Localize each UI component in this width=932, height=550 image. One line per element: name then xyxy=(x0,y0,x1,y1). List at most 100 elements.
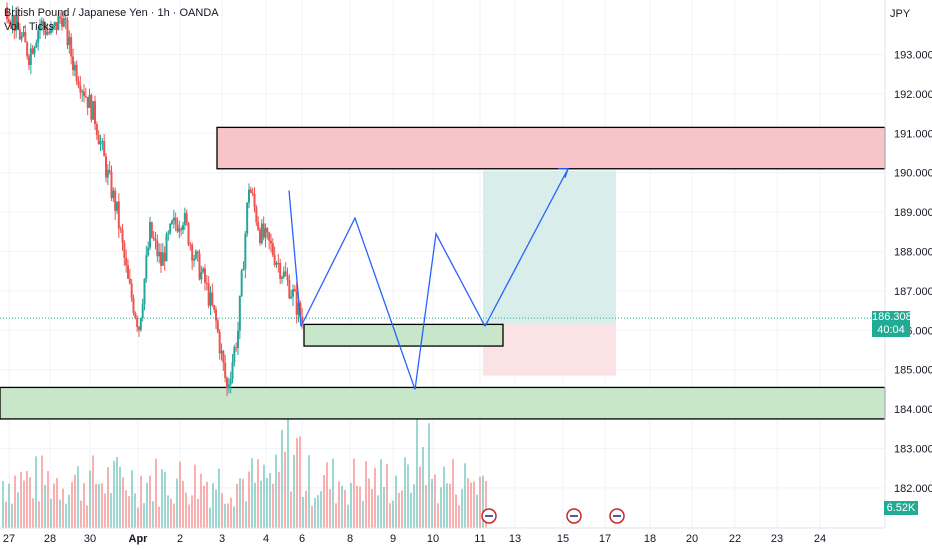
volume-bar xyxy=(167,495,169,528)
volume-bar xyxy=(428,423,430,528)
volume-bar xyxy=(179,461,181,528)
y-tick-label: 192.000 xyxy=(894,89,932,101)
candle-body xyxy=(31,48,34,54)
volume-bar xyxy=(113,460,115,528)
candle-body xyxy=(264,228,267,238)
candle-body xyxy=(106,169,109,178)
candle-body xyxy=(94,101,96,125)
volume-bar xyxy=(290,491,292,528)
candle-body xyxy=(288,279,291,299)
candle-body xyxy=(77,81,80,86)
candle-body xyxy=(202,268,205,272)
volume-bar xyxy=(233,506,235,528)
volume-bar xyxy=(71,482,73,528)
volume-bar xyxy=(281,429,283,528)
volume-bar xyxy=(26,471,28,528)
y-tick-label: 184.000 xyxy=(894,404,932,416)
candle-body xyxy=(216,320,219,332)
candle-body xyxy=(84,96,87,98)
volume-bar xyxy=(140,475,142,528)
y-tick-label: 188.000 xyxy=(894,247,932,259)
zone-supply xyxy=(216,126,886,170)
candle-body xyxy=(18,29,21,40)
volume-bar xyxy=(380,459,382,528)
candle-body xyxy=(55,22,58,31)
volume-bar xyxy=(146,482,148,528)
volume-bar xyxy=(401,490,403,528)
volume-bar xyxy=(458,505,460,528)
candle-body xyxy=(273,255,276,265)
volume-bar xyxy=(80,500,82,528)
volume-bar xyxy=(449,483,451,528)
candle-body xyxy=(222,350,225,363)
candle-body xyxy=(172,217,175,221)
target-area xyxy=(483,170,616,325)
candle-body xyxy=(152,237,155,240)
volume-bar xyxy=(62,488,64,528)
volume-bar xyxy=(59,499,61,528)
candle-body xyxy=(167,232,170,235)
volume-bar xyxy=(242,478,244,528)
candle-body xyxy=(293,289,296,292)
candle-body xyxy=(187,222,190,245)
candle-body xyxy=(110,172,113,199)
candle-body xyxy=(266,228,269,233)
candle-body xyxy=(290,296,293,299)
volume-bar xyxy=(128,496,130,528)
candle-body xyxy=(79,85,82,93)
volume-bar xyxy=(65,503,67,528)
volume-bar xyxy=(257,459,259,528)
candle-body xyxy=(123,242,126,258)
candle-body xyxy=(132,298,135,313)
x-tick-label: 6 xyxy=(299,533,305,545)
volume-bar xyxy=(263,464,265,528)
candle-body xyxy=(235,347,238,349)
candle-body xyxy=(119,228,122,230)
volume-bar xyxy=(347,504,349,528)
volume-bar xyxy=(320,491,322,528)
volume-bar xyxy=(266,478,268,528)
candle-body xyxy=(136,317,139,327)
volume-bar xyxy=(131,470,133,528)
projection-arrow xyxy=(484,168,569,327)
candle-body xyxy=(218,331,221,354)
candle-body xyxy=(138,326,140,331)
candle-body xyxy=(284,271,287,276)
volume-bar xyxy=(419,466,421,528)
volume-bar xyxy=(209,507,211,528)
volume-bar xyxy=(377,495,379,528)
candle-body xyxy=(61,18,63,27)
candle-body xyxy=(95,124,98,136)
volume-bar xyxy=(311,506,313,528)
candle-body xyxy=(178,228,181,232)
candle-body xyxy=(279,263,282,279)
candle-body xyxy=(13,15,16,31)
candle-body xyxy=(158,252,161,257)
volume-bar xyxy=(155,458,157,528)
volume-bar xyxy=(170,498,172,528)
volume-bar xyxy=(278,472,280,528)
volume-bar xyxy=(416,411,418,528)
volume-bar xyxy=(194,464,196,528)
volume-bar xyxy=(293,454,295,528)
volume-bar xyxy=(470,482,472,528)
volume-bar xyxy=(2,481,4,528)
candle-body xyxy=(295,291,298,315)
candle-body xyxy=(211,292,214,306)
candle-body xyxy=(240,270,243,296)
x-tick-label: 8 xyxy=(347,533,353,545)
volume-bar xyxy=(323,475,325,528)
volume-bar xyxy=(53,483,55,528)
volume-bar xyxy=(149,475,151,528)
candle-body xyxy=(9,22,12,25)
candle-body xyxy=(260,223,263,243)
volume-bar xyxy=(200,473,202,528)
volume-bar xyxy=(191,495,193,528)
candle-body xyxy=(6,7,8,20)
candle-body xyxy=(246,202,249,234)
volume-bar xyxy=(422,447,424,528)
volume-bar xyxy=(188,504,190,528)
candle-body xyxy=(53,22,56,27)
candle-body xyxy=(134,312,137,318)
